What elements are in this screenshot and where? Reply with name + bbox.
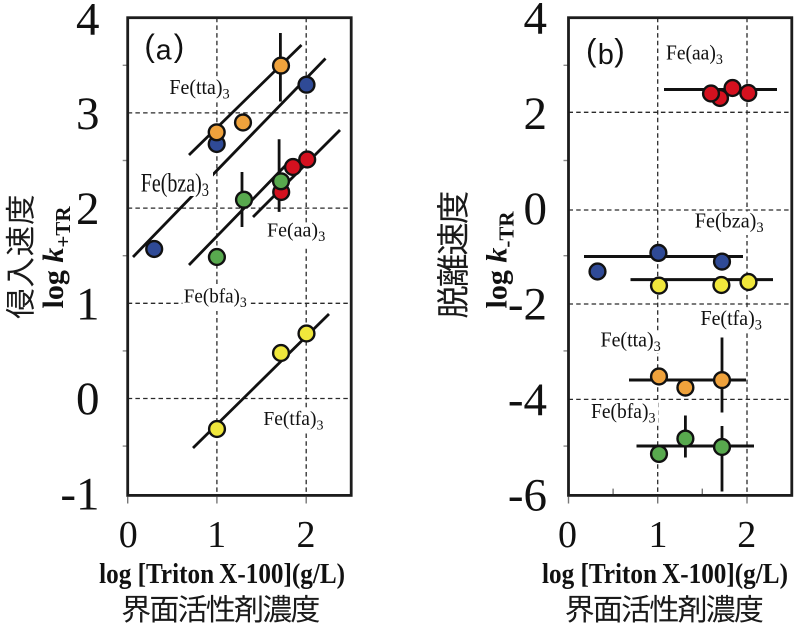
svg-text:4: 4: [524, 0, 548, 45]
svg-text:Fe(tfa)3: Fe(tfa)3: [701, 308, 762, 334]
svg-text:0: 0: [76, 373, 100, 425]
svg-text:a: a: [156, 34, 172, 66]
svg-text:): ): [614, 32, 625, 68]
svg-text:2: 2: [297, 514, 316, 556]
svg-text:-1: -1: [60, 469, 99, 521]
svg-text:1: 1: [207, 514, 226, 556]
svg-text:1: 1: [76, 279, 100, 331]
svg-text:-2: -2: [508, 279, 547, 331]
svg-text:2: 2: [524, 88, 548, 140]
svg-text:Fe(bfa)3: Fe(bfa)3: [591, 400, 655, 426]
svg-text:Fe(aa)3: Fe(aa)3: [267, 220, 325, 246]
svg-text:Fe(aa)3: Fe(aa)3: [666, 42, 723, 68]
svg-text:-6: -6: [508, 470, 547, 522]
svg-text:0: 0: [524, 183, 548, 235]
svg-text:Fe(tta)3: Fe(tta)3: [601, 329, 661, 355]
svg-text:Fe(bza)3: Fe(bza)3: [695, 210, 764, 236]
svg-text:3: 3: [76, 88, 100, 140]
svg-text:(: (: [144, 28, 155, 64]
svg-text:log [Triton X-100](g/L): log [Triton X-100](g/L): [542, 558, 788, 590]
svg-text:-4: -4: [508, 374, 547, 426]
svg-text:log [Triton X-100](g/L): log [Triton X-100](g/L): [99, 558, 345, 590]
svg-text:Fe(tta)3: Fe(tta)3: [169, 76, 229, 102]
svg-text:1: 1: [649, 514, 668, 556]
svg-text:): ): [174, 28, 185, 64]
svg-text:0: 0: [119, 514, 138, 556]
svg-text:4: 4: [76, 0, 100, 46]
svg-text:2: 2: [76, 183, 100, 235]
svg-text:2: 2: [737, 514, 756, 556]
svg-text:Fe(bza)3: Fe(bza)3: [141, 169, 209, 200]
svg-text:b: b: [598, 39, 614, 71]
svg-text:Fe(bfa)3: Fe(bfa)3: [184, 285, 247, 311]
svg-text:(: (: [586, 32, 597, 68]
svg-text:Fe(tfa)3: Fe(tfa)3: [263, 409, 323, 434]
svg-text:0: 0: [558, 514, 577, 556]
